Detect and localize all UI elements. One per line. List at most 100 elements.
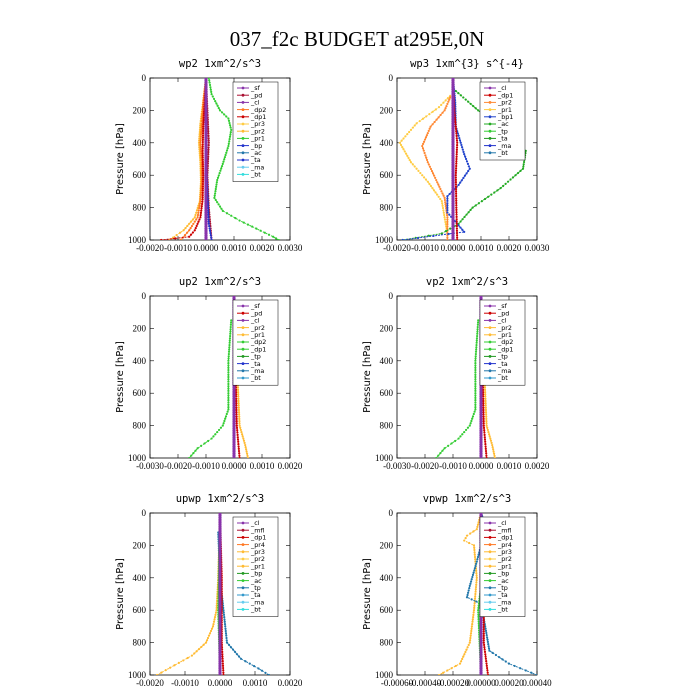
data-point <box>218 632 222 636</box>
data-point <box>454 169 458 172</box>
data-point <box>233 650 237 653</box>
data-point <box>229 646 233 649</box>
x-tick-label: 0.0010 <box>497 461 522 471</box>
data-point <box>204 169 208 174</box>
data-point <box>227 142 230 145</box>
data-point <box>204 195 208 199</box>
data-point <box>482 630 485 633</box>
data-point <box>451 110 455 114</box>
legend: _cl_mfl_dp1_pr4_pr3_pr2_pr1_bp_ac_tp_ta_… <box>232 516 279 617</box>
data-point <box>204 87 208 92</box>
data-point <box>477 521 480 524</box>
data-point <box>235 406 238 409</box>
data-point <box>199 213 202 217</box>
data-point <box>209 86 212 89</box>
data-point <box>401 146 404 149</box>
data-point <box>507 662 511 665</box>
data-point <box>485 415 488 418</box>
data-point <box>451 167 455 171</box>
data-point <box>195 211 198 214</box>
data-point <box>218 636 222 641</box>
series-group <box>160 78 280 240</box>
data-point <box>207 127 210 131</box>
data-point <box>232 433 236 437</box>
data-point <box>201 134 205 137</box>
x-tick-label: 0.0010 <box>222 243 247 253</box>
data-point <box>455 229 459 232</box>
data-point <box>457 92 460 95</box>
legend: _sf_pd_cl_pr2_pr1_dp2_dp1_tp_ta_ma_bt <box>232 299 279 386</box>
data-point <box>200 207 203 210</box>
data-point <box>451 117 455 121</box>
legend-label: _bt <box>250 374 261 382</box>
data-point <box>473 410 476 413</box>
data-point <box>465 534 469 537</box>
data-point <box>223 620 226 623</box>
data-point <box>422 140 426 143</box>
data-point <box>235 417 238 420</box>
data-point <box>451 174 455 178</box>
y-tick-label: 600 <box>380 170 394 180</box>
data-point <box>468 541 471 545</box>
data-point <box>467 169 470 173</box>
data-point <box>218 648 222 652</box>
data-point <box>218 552 222 556</box>
data-point <box>484 404 487 407</box>
data-point <box>451 201 455 206</box>
legend-label: _pr4 <box>497 541 512 549</box>
data-point <box>451 183 455 187</box>
data-point <box>475 574 478 577</box>
data-point <box>195 650 198 653</box>
data-point <box>482 634 485 638</box>
data-point <box>232 417 236 421</box>
data-point <box>227 350 231 353</box>
data-point <box>451 215 455 219</box>
data-point <box>246 456 250 458</box>
data-point <box>443 447 446 450</box>
data-point <box>242 437 245 440</box>
data-point <box>204 153 208 158</box>
data-point <box>513 664 516 668</box>
data-point <box>199 133 203 136</box>
data-point <box>448 213 451 216</box>
data-point <box>479 661 483 666</box>
data-point <box>454 181 458 184</box>
data-point <box>485 634 488 637</box>
legend-marker <box>488 355 492 358</box>
data-point <box>232 419 236 424</box>
figure-title: 037_f2c BUDGET at295E,0N <box>230 27 485 51</box>
data-point <box>204 138 208 142</box>
data-point <box>485 422 488 425</box>
data-point <box>413 124 416 127</box>
data-point <box>473 604 476 607</box>
x-tick-label: 0.00040 <box>522 678 552 688</box>
data-point <box>482 395 485 398</box>
data-point <box>479 417 483 421</box>
data-point <box>238 454 241 457</box>
data-point <box>426 180 429 183</box>
data-point <box>218 668 222 673</box>
data-point <box>469 634 472 637</box>
legend-label: _tp <box>497 584 508 592</box>
data-point <box>204 213 208 217</box>
data-point <box>200 119 204 123</box>
data-point <box>218 664 222 668</box>
data-point <box>451 197 455 201</box>
panel-title: upwp 1xm^2/s^3 <box>176 493 265 505</box>
data-point <box>238 456 241 458</box>
data-point <box>454 178 457 181</box>
data-point <box>451 126 455 130</box>
data-point <box>479 413 483 417</box>
data-point <box>474 588 477 591</box>
data-point <box>455 206 458 209</box>
legend-marker <box>241 144 245 148</box>
data-point <box>476 334 479 338</box>
data-point <box>201 156 204 159</box>
data-point <box>232 385 236 389</box>
data-point <box>201 140 204 144</box>
legend-label: _ac <box>250 149 262 157</box>
data-point <box>229 126 232 129</box>
data-point <box>201 154 204 157</box>
data-point <box>218 646 222 650</box>
data-point <box>463 215 466 218</box>
